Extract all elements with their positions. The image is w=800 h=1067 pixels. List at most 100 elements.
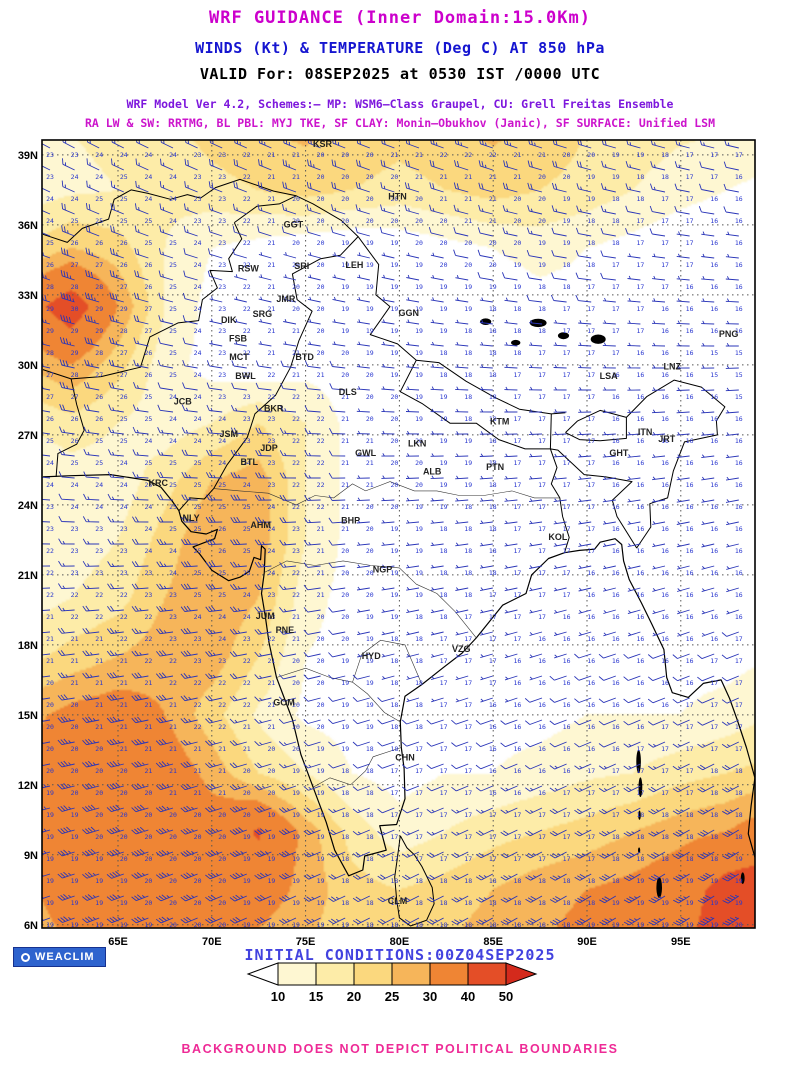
svg-text:25: 25 (194, 459, 202, 467)
svg-text:17: 17 (538, 833, 546, 841)
station-label: GGT (284, 219, 304, 229)
station-label: LEH (345, 260, 363, 270)
svg-text:20: 20 (317, 151, 325, 159)
svg-text:21: 21 (144, 679, 152, 687)
svg-text:20: 20 (735, 921, 743, 929)
svg-text:19: 19 (46, 921, 54, 929)
svg-text:22: 22 (120, 591, 128, 599)
svg-text:20: 20 (513, 195, 521, 203)
svg-text:19: 19 (710, 921, 718, 929)
svg-text:19: 19 (563, 239, 571, 247)
svg-text:16: 16 (538, 789, 546, 797)
svg-text:16: 16 (686, 437, 694, 445)
svg-text:20: 20 (292, 239, 300, 247)
svg-text:19: 19 (538, 239, 546, 247)
colorbar-segment (429, 962, 469, 986)
svg-text:19: 19 (366, 635, 374, 643)
svg-text:16: 16 (686, 657, 694, 665)
weaclim-logo: WEACLIM (13, 947, 106, 967)
svg-text:19: 19 (415, 371, 423, 379)
svg-text:20: 20 (317, 173, 325, 181)
svg-text:19: 19 (71, 899, 79, 907)
svg-text:16: 16 (686, 525, 694, 533)
svg-text:21: 21 (267, 173, 275, 181)
svg-text:24: 24 (218, 635, 226, 643)
svg-text:20: 20 (46, 679, 54, 687)
svg-text:16: 16 (710, 503, 718, 511)
colorbar-tick-label: 10 (271, 989, 285, 1004)
svg-text:17: 17 (440, 811, 448, 819)
svg-text:20: 20 (243, 767, 251, 775)
svg-text:16: 16 (735, 217, 743, 225)
svg-text:17: 17 (587, 481, 595, 489)
svg-text:16: 16 (612, 591, 620, 599)
svg-text:16: 16 (686, 371, 694, 379)
svg-text:18: 18 (587, 261, 595, 269)
svg-text:17: 17 (587, 327, 595, 335)
svg-text:20: 20 (366, 371, 374, 379)
svg-text:24: 24 (194, 239, 202, 247)
svg-text:22: 22 (292, 481, 300, 489)
lat-axis-label: 9N (24, 850, 38, 862)
svg-text:16: 16 (686, 393, 694, 401)
svg-text:20: 20 (317, 679, 325, 687)
svg-text:22: 22 (120, 635, 128, 643)
svg-text:18: 18 (415, 657, 423, 665)
svg-text:25: 25 (120, 437, 128, 445)
svg-text:23: 23 (194, 151, 202, 159)
svg-text:21: 21 (95, 635, 103, 643)
svg-text:25: 25 (243, 503, 251, 511)
station-label: MCT (229, 352, 249, 362)
svg-text:20: 20 (317, 261, 325, 269)
axis-labels: 39N 36N 33N 30N 27N 24N 21N 18N 15N 12N 9N 6N 65E 70E… (18, 150, 691, 948)
svg-text:24: 24 (218, 415, 226, 423)
svg-text:18: 18 (440, 547, 448, 555)
svg-text:23: 23 (120, 569, 128, 577)
svg-text:19: 19 (317, 789, 325, 797)
svg-text:19: 19 (366, 657, 374, 665)
svg-text:21: 21 (194, 745, 202, 753)
svg-text:19: 19 (415, 547, 423, 555)
svg-text:19: 19 (415, 393, 423, 401)
svg-text:19: 19 (366, 349, 374, 357)
colorbar-segment (277, 962, 317, 986)
svg-text:22: 22 (292, 503, 300, 511)
svg-text:16: 16 (538, 745, 546, 753)
svg-text:16: 16 (661, 481, 669, 489)
water-body-island (529, 318, 547, 328)
svg-text:16: 16 (636, 459, 644, 467)
svg-text:26: 26 (46, 261, 54, 269)
svg-text:21: 21 (71, 657, 79, 665)
svg-text:18: 18 (489, 437, 497, 445)
lat-axis-label: 12N (18, 780, 38, 792)
svg-text:20: 20 (538, 195, 546, 203)
svg-text:18: 18 (612, 877, 620, 885)
svg-text:20: 20 (267, 767, 275, 775)
svg-text:19: 19 (243, 877, 251, 885)
svg-text:24: 24 (194, 305, 202, 313)
svg-text:17: 17 (538, 855, 546, 863)
svg-text:24: 24 (169, 393, 177, 401)
svg-text:16: 16 (612, 503, 620, 511)
svg-text:18: 18 (390, 635, 398, 643)
svg-text:21: 21 (46, 657, 54, 665)
svg-text:25: 25 (144, 393, 152, 401)
svg-text:23: 23 (218, 657, 226, 665)
svg-text:17: 17 (563, 811, 571, 819)
svg-text:16: 16 (513, 679, 521, 687)
disclaimer-line: BACKGROUND DOES NOT DEPICT POLITICAL BOU… (181, 1042, 619, 1056)
svg-text:20: 20 (144, 811, 152, 819)
svg-text:20: 20 (440, 217, 448, 225)
svg-text:18: 18 (390, 701, 398, 709)
svg-text:17: 17 (686, 239, 694, 247)
svg-text:21: 21 (267, 327, 275, 335)
svg-text:18: 18 (563, 261, 571, 269)
svg-text:26: 26 (71, 437, 79, 445)
svg-text:18: 18 (464, 547, 472, 555)
svg-text:16: 16 (636, 525, 644, 533)
svg-text:25: 25 (194, 481, 202, 489)
svg-text:18: 18 (489, 569, 497, 577)
svg-text:22: 22 (243, 173, 251, 181)
svg-text:19: 19 (292, 855, 300, 863)
station-label: GOM (273, 698, 295, 708)
